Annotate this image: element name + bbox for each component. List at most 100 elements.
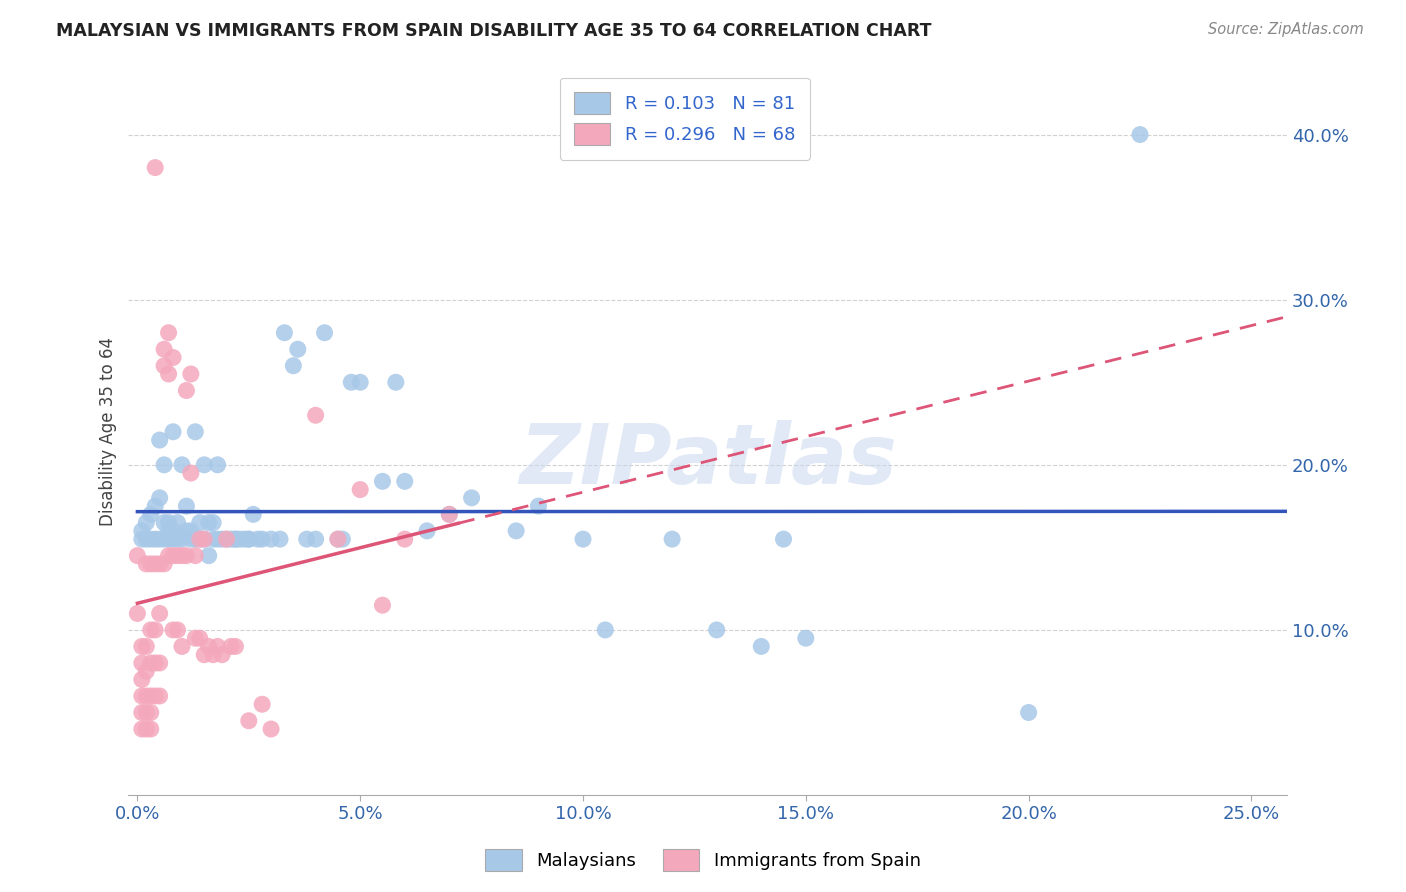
Point [157,549,180,563]
Point [149,532,172,546]
Point [273,326,295,340]
Point [250,532,273,546]
Point [349,376,371,390]
Point [166,549,188,563]
Text: MALAYSIAN VS IMMIGRANTS FROM SPAIN DISABILITY AGE 35 TO 64 CORRELATION CHART: MALAYSIAN VS IMMIGRANTS FROM SPAIN DISAB… [56,22,932,40]
Point [139,508,162,522]
Point [131,640,153,654]
Point [332,532,354,546]
Point [149,656,172,670]
Point [131,706,153,720]
Point [143,656,166,670]
Point [238,532,260,546]
Point [219,640,242,654]
Point [349,483,371,497]
Point [170,532,193,546]
Point [260,532,283,546]
Point [135,689,157,703]
Point [170,549,193,563]
Point [149,607,172,621]
Point [139,689,162,703]
Point [211,532,233,546]
Point [215,532,238,546]
Point [162,623,184,637]
Point [416,524,439,538]
Point [439,508,461,522]
Point [207,458,229,472]
Point [166,532,188,546]
Point [162,351,184,365]
Point [772,532,794,546]
Point [340,376,363,390]
Point [157,532,180,546]
Point [166,623,188,637]
Point [166,516,188,530]
Point [238,532,260,546]
Point [246,532,269,546]
Point [143,499,166,513]
Point [287,343,309,357]
Point [202,516,225,530]
Point [149,491,172,505]
Point [184,532,207,546]
Point [211,648,233,662]
Point [224,532,246,546]
Point [127,607,149,621]
Point [176,384,198,398]
Point [219,532,242,546]
Point [188,631,211,645]
Y-axis label: Disability Age 35 to 64: Disability Age 35 to 64 [100,337,117,526]
Point [661,532,683,546]
Point [135,532,157,546]
Point [1129,128,1152,142]
Point [139,706,162,720]
Point [188,516,211,530]
Point [131,524,153,538]
Point [207,640,229,654]
Point [188,532,211,546]
Point [170,458,193,472]
Point [135,706,157,720]
Point [197,640,219,654]
Point [527,499,550,513]
Point [193,532,215,546]
Point [394,532,416,546]
Point [153,557,176,571]
Point [295,532,318,546]
Point [207,532,229,546]
Point [127,549,149,563]
Point [794,631,817,645]
Point [131,689,153,703]
Point [304,532,326,546]
Point [572,532,595,546]
Point [149,557,172,571]
Point [162,532,184,546]
Point [176,524,198,538]
Point [749,640,772,654]
Point [135,664,157,678]
Point [193,532,215,546]
Point [157,326,180,340]
Point [371,475,394,489]
Point [233,532,256,546]
Point [184,425,207,439]
Point [131,656,153,670]
Point [180,532,202,546]
Point [153,343,176,357]
Text: Source: ZipAtlas.com: Source: ZipAtlas.com [1208,22,1364,37]
Point [131,673,153,687]
Point [139,557,162,571]
Point [595,623,617,637]
Point [180,466,202,480]
Point [184,631,207,645]
Point [180,524,202,538]
Point [135,640,157,654]
Point [143,557,166,571]
Point [224,532,246,546]
Point [260,722,283,736]
Point [460,491,482,505]
Point [385,376,408,390]
Point [176,499,198,513]
Point [157,367,180,381]
Point [394,475,416,489]
